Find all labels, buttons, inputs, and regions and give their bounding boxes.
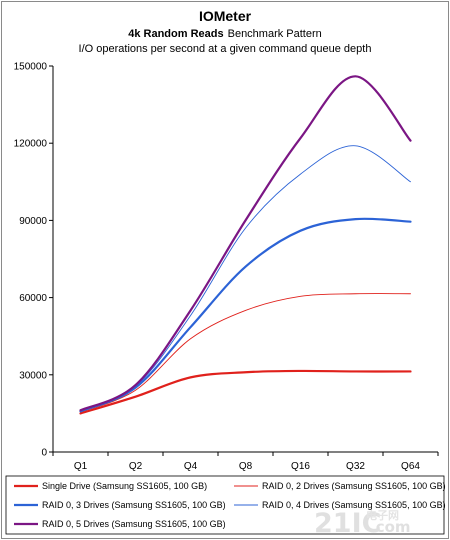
x-tick-label: Q2	[129, 461, 143, 472]
subtitle-bold: 4k Random Reads	[128, 28, 223, 40]
x-tick-label: Q16	[291, 461, 310, 472]
y-tick-label: 30000	[19, 370, 47, 381]
y-tick-label: 120000	[14, 139, 48, 150]
legend-box	[5, 475, 445, 535]
series-line-2	[80, 293, 411, 413]
y-tick-label: 150000	[14, 62, 48, 73]
legend-label-1: Single Drive (Samsung SS1605, 100 GB)	[42, 481, 207, 491]
legend: Single Drive (Samsung SS1605, 100 GB) RAI…	[14, 481, 446, 529]
chart-subtitle-2: I/O operations per second at a given com…	[79, 43, 372, 55]
y-tick-label: 0	[41, 448, 47, 459]
x-tick-label: Q32	[346, 461, 365, 472]
series-line-5	[79, 75, 412, 412]
watermark-suffix: .com	[370, 518, 411, 536]
legend-label-2: RAID 0, 2 Drives (Samsung SS1605, 100 GB…	[262, 481, 446, 491]
y-tick-label: 60000	[19, 293, 47, 304]
series-line-1	[79, 369, 412, 415]
watermark-cn: 电子网	[366, 508, 399, 522]
subtitle-rest: Benchmark Pattern	[228, 28, 322, 40]
legend-label-5: RAID 0, 5 Drives (Samsung SS1605, 100 GB…	[42, 519, 226, 529]
y-tick-label: 90000	[19, 216, 47, 227]
chart-subtitle: 4k Random Reads Benchmark Pattern	[128, 28, 322, 40]
x-tick-label: Q4	[184, 461, 198, 472]
watermark: 21IC 电子网 .com	[314, 508, 411, 538]
watermark-brand: 21IC	[314, 508, 381, 538]
legend-label-3: RAID 0, 3 Drives (Samsung SS1605, 100 GB…	[42, 500, 226, 510]
axes: 0 30000 60000 90000 120000 150000 Q1 Q2 Q4 Q8 Q16 Q…	[14, 62, 439, 472]
series-line-3	[79, 217, 412, 413]
x-tick-label: Q64	[401, 461, 420, 472]
x-tick-label: Q1	[74, 461, 88, 472]
x-tick-label: Q8	[239, 461, 253, 472]
legend-label-4: RAID 0, 4 Drives (Samsung SS1605, 100 GB…	[262, 500, 446, 510]
chart-title: IOMeter	[199, 8, 252, 24]
series-layer	[79, 75, 412, 415]
